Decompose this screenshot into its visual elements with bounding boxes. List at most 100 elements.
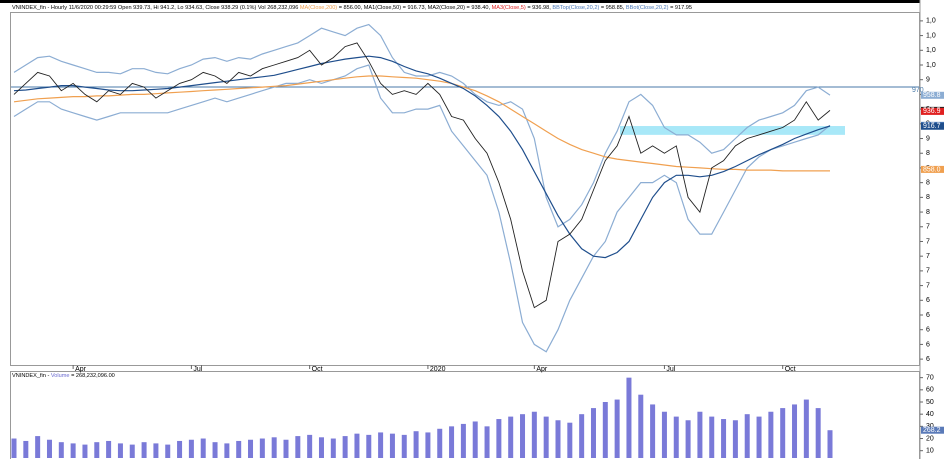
volume-bar: [531, 411, 537, 458]
volume-bar: [165, 444, 171, 458]
y-tick-label: 7: [926, 238, 930, 245]
volume-bar: [11, 438, 17, 458]
volume-bar: [425, 432, 431, 458]
volume-bar: [389, 433, 395, 458]
volume-bar: [780, 408, 786, 458]
volume-bar: [271, 437, 277, 458]
volume-bar: [94, 442, 100, 458]
volume-bar: [82, 444, 88, 458]
volume-bar: [661, 411, 667, 458]
volume-bar: [129, 444, 135, 458]
y-tick-label: 1,0: [926, 47, 936, 54]
header-segment: Volume: [50, 373, 70, 379]
resistance-label: 970: [912, 87, 924, 94]
y-tick-label: 7: [926, 253, 930, 260]
y-tick-label: 6: [926, 312, 930, 319]
header-segment: BBot(Close,20,2): [625, 5, 669, 11]
y-tick-label: 6: [926, 341, 930, 348]
volume-bar: [768, 411, 774, 458]
y-tick-label: 8: [926, 179, 930, 186]
header-segment: MA3(Close,5): [491, 5, 526, 11]
volume-bar: [472, 421, 478, 458]
volume-bar: [224, 443, 230, 458]
volume-bar: [520, 414, 526, 458]
volume-bar: [827, 430, 833, 458]
volume-bar: [295, 436, 301, 458]
volume-bar: [413, 431, 419, 458]
price-label: 958.8: [923, 92, 941, 99]
volume-bar: [141, 442, 147, 458]
y-tick-label: 6: [926, 356, 930, 363]
volume-bar: [259, 438, 265, 458]
volume-bar: [58, 442, 64, 458]
header-segment: = 856.00, MA1(Close,50) = 916.73, MA2(Cl…: [337, 5, 492, 11]
volume-bar: [650, 404, 656, 458]
price-label-box: [921, 91, 944, 99]
volume-bar: [401, 434, 407, 458]
y-tick-label: 40: [926, 411, 934, 418]
y-tick-label: 8: [926, 150, 930, 157]
zone: [620, 126, 845, 135]
volume-bar: [212, 442, 218, 458]
volume-bar: [567, 422, 573, 458]
volume-bar: [330, 438, 336, 458]
volume-bar: [188, 439, 194, 458]
volume-bar: [590, 408, 596, 458]
volume-bar: [792, 404, 798, 458]
price-line: [13, 64, 831, 353]
header-segment: VNINDEX_fin - Hourly 11/6/2020 00:29:59 …: [12, 5, 300, 11]
volume-label-box: [921, 426, 944, 434]
volume-bar: [318, 437, 324, 458]
y-tick-label: 9: [926, 77, 930, 84]
y-tick-label: 1,0: [926, 32, 936, 39]
header-segment: = 268,232,096.00: [69, 373, 115, 379]
y-tick-label: 70: [926, 374, 934, 381]
volume-bar: [307, 434, 313, 458]
price-label-box: [921, 122, 944, 130]
volume-bar: [283, 439, 289, 458]
y-tick-label: 9: [926, 135, 930, 142]
volume-bar: [378, 432, 384, 458]
volume-bar: [449, 426, 455, 458]
y-tick-label: 1,0: [926, 18, 936, 25]
volume-bar: [543, 416, 549, 458]
price-line: [13, 75, 830, 172]
volume-bar: [460, 423, 466, 458]
volume-bar: [709, 416, 715, 458]
volume-bar: [756, 416, 762, 458]
volume-bar: [35, 436, 41, 458]
x-tick-label: Oct: [312, 366, 323, 373]
volume-bar: [803, 399, 809, 458]
x-tick-label: Apr: [75, 366, 87, 373]
x-tick-label: Jul: [193, 366, 202, 373]
volume-bar: [508, 416, 514, 458]
price-label-box: [921, 165, 944, 173]
volume-bar: [484, 426, 490, 458]
volume-bar: [697, 411, 703, 458]
y-tick-label: 7: [926, 224, 930, 231]
volume-bar: [496, 419, 502, 458]
y-tick-label: 50: [926, 399, 934, 406]
y-tick-label: 8: [926, 194, 930, 201]
price-header: VNINDEX_fin - Hourly 11/6/2020 00:29:59 …: [12, 4, 692, 12]
volume-bar: [673, 416, 679, 458]
header-segment: BBTop(Close,20,2): [552, 5, 600, 11]
price-label: 936.9: [923, 108, 941, 115]
volume-bar: [602, 402, 608, 458]
price-label-box: [921, 107, 944, 115]
x-tick-label: Apr: [536, 366, 548, 373]
y-tick-label: 8: [926, 209, 930, 216]
volume-bar: [23, 440, 29, 458]
price-line: [13, 42, 831, 309]
header-segment: MA(Close,200): [299, 5, 338, 11]
y-tick-label: 1,0: [926, 62, 936, 69]
volume-bar: [626, 377, 632, 458]
volume-bar: [342, 436, 348, 458]
y-tick-label: 7: [926, 282, 930, 289]
volume-bar: [177, 440, 183, 458]
volume-bar: [236, 440, 242, 458]
header-segment: VNINDEX_fin -: [12, 373, 51, 379]
volume-bar: [354, 433, 360, 458]
volume-bar: [46, 439, 52, 458]
